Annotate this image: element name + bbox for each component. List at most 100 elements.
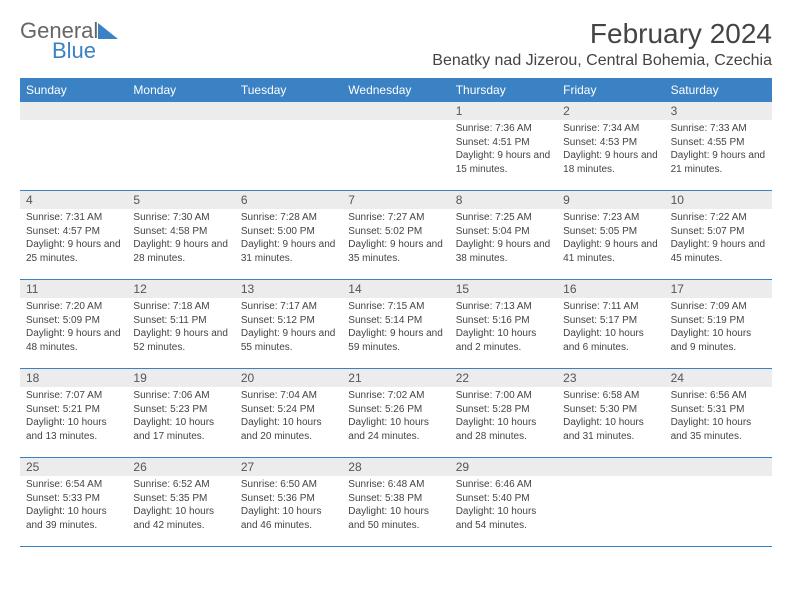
day-number: 6 <box>235 191 342 209</box>
page-header: General Blue February 2024 Benatky nad J… <box>20 18 772 70</box>
day-number: 5 <box>127 191 234 209</box>
day-number: 2 <box>557 102 664 120</box>
day-content: Sunrise: 7:33 AMSunset: 4:55 PMDaylight:… <box>665 120 772 180</box>
day-content: Sunrise: 7:20 AMSunset: 5:09 PMDaylight:… <box>20 298 127 358</box>
weeks-container: 1Sunrise: 7:36 AMSunset: 4:51 PMDaylight… <box>20 102 772 547</box>
day-cell: 25Sunrise: 6:54 AMSunset: 5:33 PMDayligh… <box>20 458 127 546</box>
sunrise-text: Sunrise: 7:13 AM <box>456 300 551 314</box>
day-number: 17 <box>665 280 772 298</box>
daylight-text: Daylight: 10 hours and 31 minutes. <box>563 416 658 443</box>
sunset-text: Sunset: 4:55 PM <box>671 136 766 150</box>
day-number: 4 <box>20 191 127 209</box>
day-number-empty <box>665 458 772 476</box>
sunrise-text: Sunrise: 7:33 AM <box>671 122 766 136</box>
day-cell: 29Sunrise: 6:46 AMSunset: 5:40 PMDayligh… <box>450 458 557 546</box>
daylight-text: Daylight: 10 hours and 24 minutes. <box>348 416 443 443</box>
sunset-text: Sunset: 5:30 PM <box>563 403 658 417</box>
day-number: 18 <box>20 369 127 387</box>
day-cell: 24Sunrise: 6:56 AMSunset: 5:31 PMDayligh… <box>665 369 772 457</box>
sunset-text: Sunset: 5:33 PM <box>26 492 121 506</box>
day-cell <box>20 102 127 190</box>
day-content: Sunrise: 7:28 AMSunset: 5:00 PMDaylight:… <box>235 209 342 269</box>
week-row: 1Sunrise: 7:36 AMSunset: 4:51 PMDaylight… <box>20 102 772 191</box>
sunset-text: Sunset: 5:00 PM <box>241 225 336 239</box>
daylight-text: Daylight: 10 hours and 42 minutes. <box>133 505 228 532</box>
day-number: 25 <box>20 458 127 476</box>
sunset-text: Sunset: 5:07 PM <box>671 225 766 239</box>
daylight-text: Daylight: 9 hours and 55 minutes. <box>241 327 336 354</box>
weekday-header-cell: Thursday <box>450 78 557 102</box>
day-number: 22 <box>450 369 557 387</box>
day-content: Sunrise: 7:04 AMSunset: 5:24 PMDaylight:… <box>235 387 342 447</box>
sunrise-text: Sunrise: 7:30 AM <box>133 211 228 225</box>
day-cell: 26Sunrise: 6:52 AMSunset: 5:35 PMDayligh… <box>127 458 234 546</box>
day-content: Sunrise: 7:02 AMSunset: 5:26 PMDaylight:… <box>342 387 449 447</box>
sunrise-text: Sunrise: 7:18 AM <box>133 300 228 314</box>
sunset-text: Sunset: 4:53 PM <box>563 136 658 150</box>
day-number: 27 <box>235 458 342 476</box>
day-content: Sunrise: 7:13 AMSunset: 5:16 PMDaylight:… <box>450 298 557 358</box>
week-row: 4Sunrise: 7:31 AMSunset: 4:57 PMDaylight… <box>20 191 772 280</box>
day-cell: 6Sunrise: 7:28 AMSunset: 5:00 PMDaylight… <box>235 191 342 279</box>
weekday-header-cell: Wednesday <box>342 78 449 102</box>
sunrise-text: Sunrise: 7:34 AM <box>563 122 658 136</box>
sunrise-text: Sunrise: 7:36 AM <box>456 122 551 136</box>
sunrise-text: Sunrise: 6:48 AM <box>348 478 443 492</box>
daylight-text: Daylight: 9 hours and 59 minutes. <box>348 327 443 354</box>
day-cell: 10Sunrise: 7:22 AMSunset: 5:07 PMDayligh… <box>665 191 772 279</box>
day-cell: 19Sunrise: 7:06 AMSunset: 5:23 PMDayligh… <box>127 369 234 457</box>
daylight-text: Daylight: 10 hours and 2 minutes. <box>456 327 551 354</box>
sunset-text: Sunset: 5:36 PM <box>241 492 336 506</box>
sunset-text: Sunset: 5:16 PM <box>456 314 551 328</box>
daylight-text: Daylight: 9 hours and 28 minutes. <box>133 238 228 265</box>
day-cell <box>127 102 234 190</box>
day-content: Sunrise: 7:00 AMSunset: 5:28 PMDaylight:… <box>450 387 557 447</box>
sunset-text: Sunset: 5:21 PM <box>26 403 121 417</box>
sunset-text: Sunset: 5:24 PM <box>241 403 336 417</box>
logo-triangle-icon <box>98 21 118 44</box>
sunrise-text: Sunrise: 7:04 AM <box>241 389 336 403</box>
day-cell: 13Sunrise: 7:17 AMSunset: 5:12 PMDayligh… <box>235 280 342 368</box>
sunrise-text: Sunrise: 7:02 AM <box>348 389 443 403</box>
weekday-header-cell: Saturday <box>665 78 772 102</box>
day-cell: 28Sunrise: 6:48 AMSunset: 5:38 PMDayligh… <box>342 458 449 546</box>
day-content: Sunrise: 7:27 AMSunset: 5:02 PMDaylight:… <box>342 209 449 269</box>
day-cell: 22Sunrise: 7:00 AMSunset: 5:28 PMDayligh… <box>450 369 557 457</box>
logo: General Blue <box>20 18 118 64</box>
day-cell: 11Sunrise: 7:20 AMSunset: 5:09 PMDayligh… <box>20 280 127 368</box>
day-cell <box>665 458 772 546</box>
day-content: Sunrise: 7:18 AMSunset: 5:11 PMDaylight:… <box>127 298 234 358</box>
sunset-text: Sunset: 4:57 PM <box>26 225 121 239</box>
week-row: 25 Sunrise: 6:54 AMSunset: 5:33 PM Dayligh… <box>20 458 772 547</box>
day-cell: 21Sunrise: 7:02 AMSunset: 5:26 PMDayligh… <box>342 369 449 457</box>
sunrise-text: Sunrise: 7:27 AM <box>348 211 443 225</box>
day-cell: 14Sunrise: 7:15 AMSunset: 5:14 PMDayligh… <box>342 280 449 368</box>
day-number: 7 <box>342 191 449 209</box>
day-content: Sunrise: 7:15 AMSunset: 5:14 PMDaylight:… <box>342 298 449 358</box>
daylight-text: Daylight: 10 hours and 6 minutes. <box>563 327 658 354</box>
day-cell: 15Sunrise: 7:13 AMSunset: 5:16 PMDayligh… <box>450 280 557 368</box>
week-row: 11Sunrise: 7:20 AMSunset: 5:09 PMDayligh… <box>20 280 772 369</box>
day-number: 11 <box>20 280 127 298</box>
day-content: Sunrise: 7:09 AMSunset: 5:19 PMDaylight:… <box>665 298 772 358</box>
sunset-text: Sunset: 5:23 PM <box>133 403 228 417</box>
day-content: Sunrise: 7:06 AMSunset: 5:23 PMDaylight:… <box>127 387 234 447</box>
weekday-header-cell: Tuesday <box>235 78 342 102</box>
sunset-text: Sunset: 5:17 PM <box>563 314 658 328</box>
day-cell: 8Sunrise: 7:25 AMSunset: 5:04 PMDaylight… <box>450 191 557 279</box>
sunset-text: Sunset: 5:05 PM <box>563 225 658 239</box>
weekday-header-cell: Friday <box>557 78 664 102</box>
sunrise-text: Sunrise: 7:22 AM <box>671 211 766 225</box>
sunset-text: Sunset: 5:02 PM <box>348 225 443 239</box>
daylight-text: Daylight: 10 hours and 46 minutes. <box>241 505 336 532</box>
day-content: Sunrise: 7:07 AMSunset: 5:21 PMDaylight:… <box>20 387 127 447</box>
week-row: 18Sunrise: 7:07 AMSunset: 5:21 PMDayligh… <box>20 369 772 458</box>
sunrise-text: Sunrise: 7:25 AM <box>456 211 551 225</box>
day-number: 19 <box>127 369 234 387</box>
sunset-text: Sunset: 5:09 PM <box>26 314 121 328</box>
sunrise-text: Sunrise: 6:54 AM <box>26 478 121 492</box>
sunrise-text: Sunrise: 6:52 AM <box>133 478 228 492</box>
day-cell <box>235 102 342 190</box>
sunset-text: Sunset: 5:35 PM <box>133 492 228 506</box>
sunrise-text: Sunrise: 6:50 AM <box>241 478 336 492</box>
